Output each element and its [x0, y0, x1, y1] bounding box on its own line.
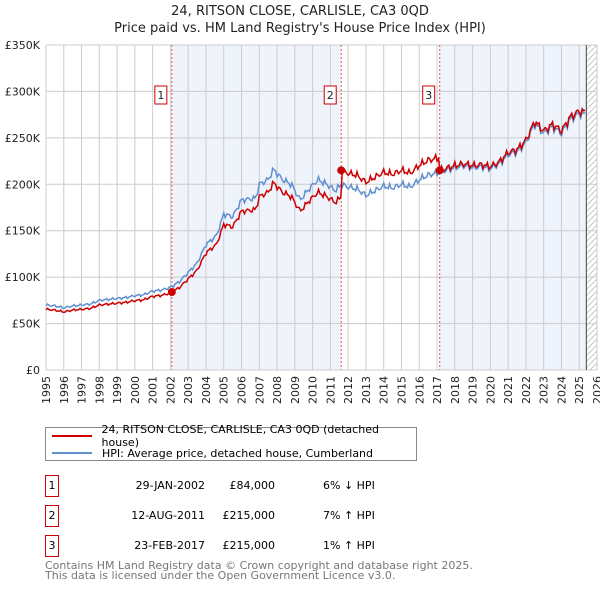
sale-point — [435, 166, 444, 175]
sale-marker-label: 2 — [45, 505, 59, 527]
shade-region — [439, 45, 587, 370]
sale-row: 3 23-FEB-2017 £215,000 1% ↑ HPI — [45, 535, 445, 557]
y-tick-label: £200K — [5, 178, 41, 191]
x-tick-label: 2006 — [236, 376, 249, 404]
sale-badge-label: 2 — [327, 89, 334, 102]
sale-badge: 1 — [154, 85, 168, 105]
x-tick-label: 2011 — [324, 376, 337, 404]
sale-hpi-diff: 1% ↑ HPI — [323, 539, 375, 552]
sale-row: 1 29-JAN-2002 £84,000 6% ↓ HPI — [45, 475, 445, 497]
y-tick-label: £0 — [26, 364, 40, 377]
chart-title: 24, RITSON CLOSE, CARLISLE, CA3 0QD — [171, 4, 429, 19]
y-tick-label: £150K — [5, 225, 41, 238]
x-tick-label: 2001 — [147, 376, 160, 404]
property-price-line — [45, 107, 586, 314]
sale-badge-label: 1 — [157, 89, 164, 102]
sale-marker-label: 1 — [45, 475, 59, 497]
y-tick-label: £100K — [5, 271, 41, 284]
sale-row: 2 12-AUG-2011 £215,000 7% ↑ HPI — [45, 505, 445, 527]
x-tick-label: 2000 — [129, 376, 142, 404]
sale-date: 23-FEB-2017 — [134, 539, 205, 552]
x-tick-label: 2012 — [342, 376, 355, 404]
sale-price: £84,000 — [229, 479, 276, 492]
x-tick-label: 2022 — [520, 376, 533, 404]
x-tick-label: 2019 — [467, 376, 480, 404]
sale-marker-label: 3 — [45, 535, 59, 557]
x-tick-label: 1995 — [40, 376, 53, 404]
x-tick-label: 2003 — [182, 376, 195, 404]
x-tick-label: 2014 — [378, 376, 391, 404]
sale-badge: 2 — [323, 85, 337, 105]
sale-price: £215,000 — [222, 509, 276, 522]
x-tick-label: 2018 — [449, 376, 462, 404]
sale-date: 12-AUG-2011 — [131, 509, 205, 522]
chart-subtitle: Price paid vs. HM Land Registry's House … — [114, 21, 486, 36]
x-tick-label: 2005 — [218, 376, 231, 404]
x-tick-label: 1999 — [111, 376, 124, 404]
legend-label-hpi: HPI: Average price, detached house, Cumb… — [102, 446, 374, 460]
x-tick-label: 2020 — [484, 376, 497, 404]
x-tick-label: 2021 — [502, 376, 515, 404]
x-tick-label: 1998 — [93, 376, 106, 404]
legend: 24, RITSON CLOSE, CARLISLE, CA3 0QD (det… — [45, 423, 417, 461]
footer-licence: This data is licensed under the Open Gov… — [45, 569, 396, 582]
x-tick-label: 2015 — [395, 376, 408, 404]
x-tick-label: 2023 — [538, 376, 551, 404]
x-tick-label: 2007 — [253, 376, 266, 404]
x-tick-label: 2004 — [200, 376, 213, 404]
x-tick-label: 2025 — [573, 376, 586, 404]
x-tick-label: 2013 — [360, 376, 373, 404]
x-tick-label: 2026 — [591, 376, 600, 404]
x-tick-label: 2002 — [164, 376, 177, 404]
sale-date: 29-JAN-2002 — [135, 479, 205, 492]
x-tick-label: 2009 — [289, 376, 302, 404]
y-tick-label: £350K — [5, 39, 41, 52]
sale-badge-label: 3 — [425, 89, 432, 102]
sale-point — [337, 166, 346, 175]
footer-copyright: Contains HM Land Registry data © Crown c… — [45, 559, 473, 572]
hpi-line — [45, 109, 586, 309]
sale-badge-box — [422, 85, 436, 105]
x-tick-label: 2016 — [413, 376, 426, 404]
y-tick-label: £300K — [5, 85, 41, 98]
sale-point — [167, 288, 176, 296]
sale-hpi-diff: 7% ↑ HPI — [323, 509, 375, 522]
x-tick-label: 2024 — [555, 376, 568, 404]
forecast-hatch — [586, 45, 597, 370]
legend-swatch-hpi — [52, 452, 92, 454]
sale-badge-box — [323, 85, 337, 105]
sale-badge-box — [154, 85, 168, 105]
footer: Contains HM Land Registry data © Crown c… — [45, 559, 473, 582]
sale-badge: 3 — [422, 85, 436, 105]
x-tick-label: 2017 — [431, 376, 444, 404]
x-tick-label: 2008 — [271, 376, 284, 404]
x-tick-label: 1996 — [58, 376, 71, 404]
sale-price: £215,000 — [222, 539, 276, 552]
x-tick-label: 1997 — [76, 376, 89, 404]
sale-hpi-diff: 6% ↓ HPI — [323, 479, 375, 492]
y-tick-label: £50K — [12, 318, 41, 331]
x-tick-label: 2010 — [307, 376, 320, 404]
y-tick-label: £250K — [5, 132, 41, 145]
legend-swatch-property — [52, 435, 92, 437]
plot-area: 1995 1996 1997 1998 1999 2000 2001 2002 2003 2004… — [5, 39, 600, 404]
legend-label-property: 24, RITSON CLOSE, CARLISLE, CA3 0QD (det… — [101, 423, 379, 449]
